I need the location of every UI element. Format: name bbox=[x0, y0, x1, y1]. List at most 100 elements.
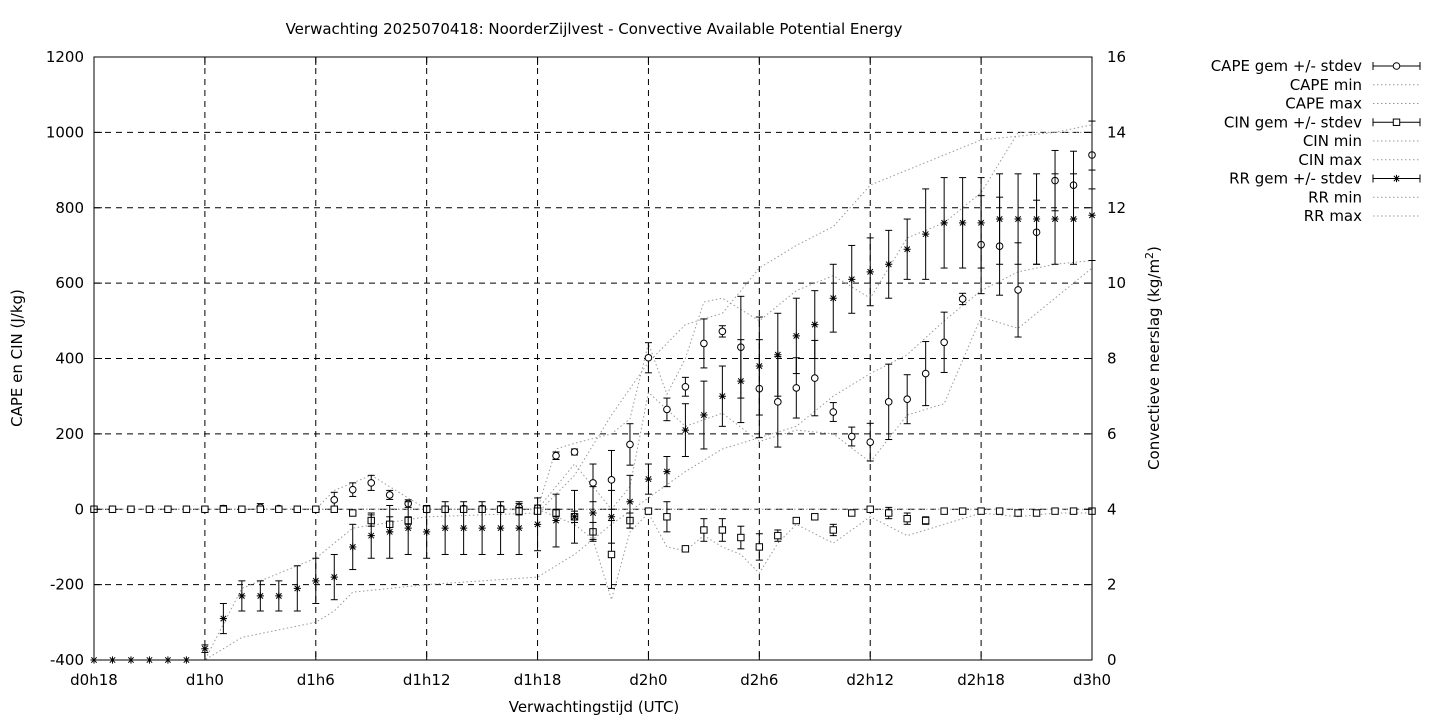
data-point bbox=[275, 505, 283, 513]
data-point bbox=[570, 448, 579, 456]
error-bar-series bbox=[90, 120, 1096, 664]
data-point bbox=[256, 505, 265, 513]
data-point bbox=[1069, 215, 1078, 223]
data-point bbox=[552, 516, 560, 525]
curve-rr-min bbox=[94, 260, 1093, 661]
data-point bbox=[718, 327, 727, 336]
data-point bbox=[626, 440, 634, 449]
y-tick-label: -200 bbox=[50, 576, 84, 594]
chart-title: Verwachting 2025070418: NoorderZijlvest … bbox=[286, 20, 903, 38]
y-tick-label: 400 bbox=[55, 350, 84, 368]
x-tick-label: d1h12 bbox=[403, 671, 451, 689]
data-point bbox=[884, 398, 893, 406]
data-point bbox=[885, 260, 893, 268]
data-point bbox=[256, 592, 264, 600]
data-point bbox=[829, 526, 837, 534]
data-point bbox=[737, 377, 745, 385]
data-point bbox=[330, 573, 338, 581]
data-point bbox=[349, 543, 357, 551]
data-point bbox=[885, 509, 893, 517]
data-point bbox=[718, 392, 726, 400]
legend-label: RR min bbox=[1308, 188, 1362, 206]
data-point bbox=[829, 408, 838, 416]
data-point bbox=[644, 353, 653, 362]
data-point bbox=[348, 485, 357, 494]
data-point bbox=[903, 245, 911, 253]
data-point bbox=[921, 369, 930, 378]
legend-label: RR max bbox=[1304, 207, 1362, 225]
y2-tick-label: 0 bbox=[1107, 651, 1117, 669]
data-point bbox=[663, 467, 671, 476]
data-point bbox=[478, 524, 486, 532]
data-point bbox=[145, 505, 154, 513]
data-point bbox=[219, 614, 227, 623]
data-point bbox=[977, 219, 985, 227]
data-point bbox=[607, 513, 616, 521]
series-rr-gem-stdev bbox=[90, 169, 1096, 664]
y2-tick-label: 4 bbox=[1107, 500, 1117, 518]
data-point bbox=[700, 526, 708, 534]
data-point bbox=[552, 451, 560, 460]
legend-label: CAPE min bbox=[1290, 76, 1362, 94]
data-point bbox=[201, 505, 209, 513]
data-point bbox=[589, 479, 597, 487]
data-point bbox=[940, 338, 948, 347]
data-point bbox=[903, 514, 911, 523]
min-max-curves bbox=[94, 124, 1093, 661]
data-point bbox=[1069, 507, 1078, 515]
data-point bbox=[700, 339, 708, 348]
legend-marker bbox=[1392, 118, 1401, 126]
data-point bbox=[570, 513, 579, 521]
data-point bbox=[737, 533, 745, 542]
data-point bbox=[127, 505, 135, 513]
data-point bbox=[404, 524, 412, 532]
y2-axis-label: Convectieve neerslag (kg/m2) bbox=[1143, 246, 1163, 470]
data-point bbox=[386, 528, 394, 536]
data-point bbox=[681, 426, 690, 434]
y-tick-label: 1000 bbox=[46, 123, 84, 141]
data-point bbox=[1051, 507, 1059, 515]
data-point bbox=[774, 398, 782, 406]
data-point bbox=[515, 524, 523, 532]
data-point bbox=[423, 528, 431, 536]
data-point bbox=[995, 507, 1004, 515]
y2-tick-label: 2 bbox=[1107, 576, 1117, 594]
data-point bbox=[644, 507, 653, 515]
data-point bbox=[312, 577, 320, 585]
data-point bbox=[293, 584, 301, 592]
x-tick-label: d0h18 bbox=[70, 671, 118, 689]
data-point bbox=[718, 526, 727, 534]
data-point bbox=[792, 516, 800, 525]
y2-axis-label-sup: 2 bbox=[1143, 252, 1156, 259]
x-tick-label: d2h12 bbox=[846, 671, 894, 689]
data-point bbox=[349, 509, 357, 517]
data-point bbox=[811, 320, 819, 329]
data-point bbox=[681, 545, 690, 553]
data-point bbox=[977, 507, 985, 515]
data-point bbox=[1014, 509, 1022, 517]
data-point bbox=[164, 505, 172, 513]
data-point bbox=[848, 275, 856, 283]
legend-label: RR gem +/- stdev bbox=[1229, 170, 1362, 188]
data-point bbox=[995, 215, 1004, 223]
y-tick-label: 1200 bbox=[46, 48, 84, 66]
data-point bbox=[940, 507, 948, 515]
x-tick-label: d2h18 bbox=[957, 671, 1005, 689]
data-point bbox=[219, 505, 228, 513]
data-point bbox=[755, 543, 764, 551]
y-tick-label: 800 bbox=[55, 199, 84, 217]
legend-label: CIN max bbox=[1298, 151, 1362, 169]
series-cape-gem-stdev bbox=[90, 120, 1096, 514]
axes-ticks: d0h18 d1h0 d1h6 d1h12 d1h18 d2h0 d2h6 d2h12 d2h1… bbox=[46, 48, 1126, 689]
data-point bbox=[792, 384, 801, 392]
legend-label: CIN gem +/- stdev bbox=[1224, 113, 1362, 131]
y-tick-label: 200 bbox=[55, 425, 84, 443]
data-point bbox=[1032, 215, 1041, 223]
data-point bbox=[1014, 286, 1022, 294]
data-point bbox=[330, 496, 339, 504]
grid-lines bbox=[93, 57, 1093, 660]
data-point bbox=[1051, 215, 1059, 223]
x-tick-label: d2h0 bbox=[629, 671, 667, 689]
data-point bbox=[681, 382, 690, 391]
